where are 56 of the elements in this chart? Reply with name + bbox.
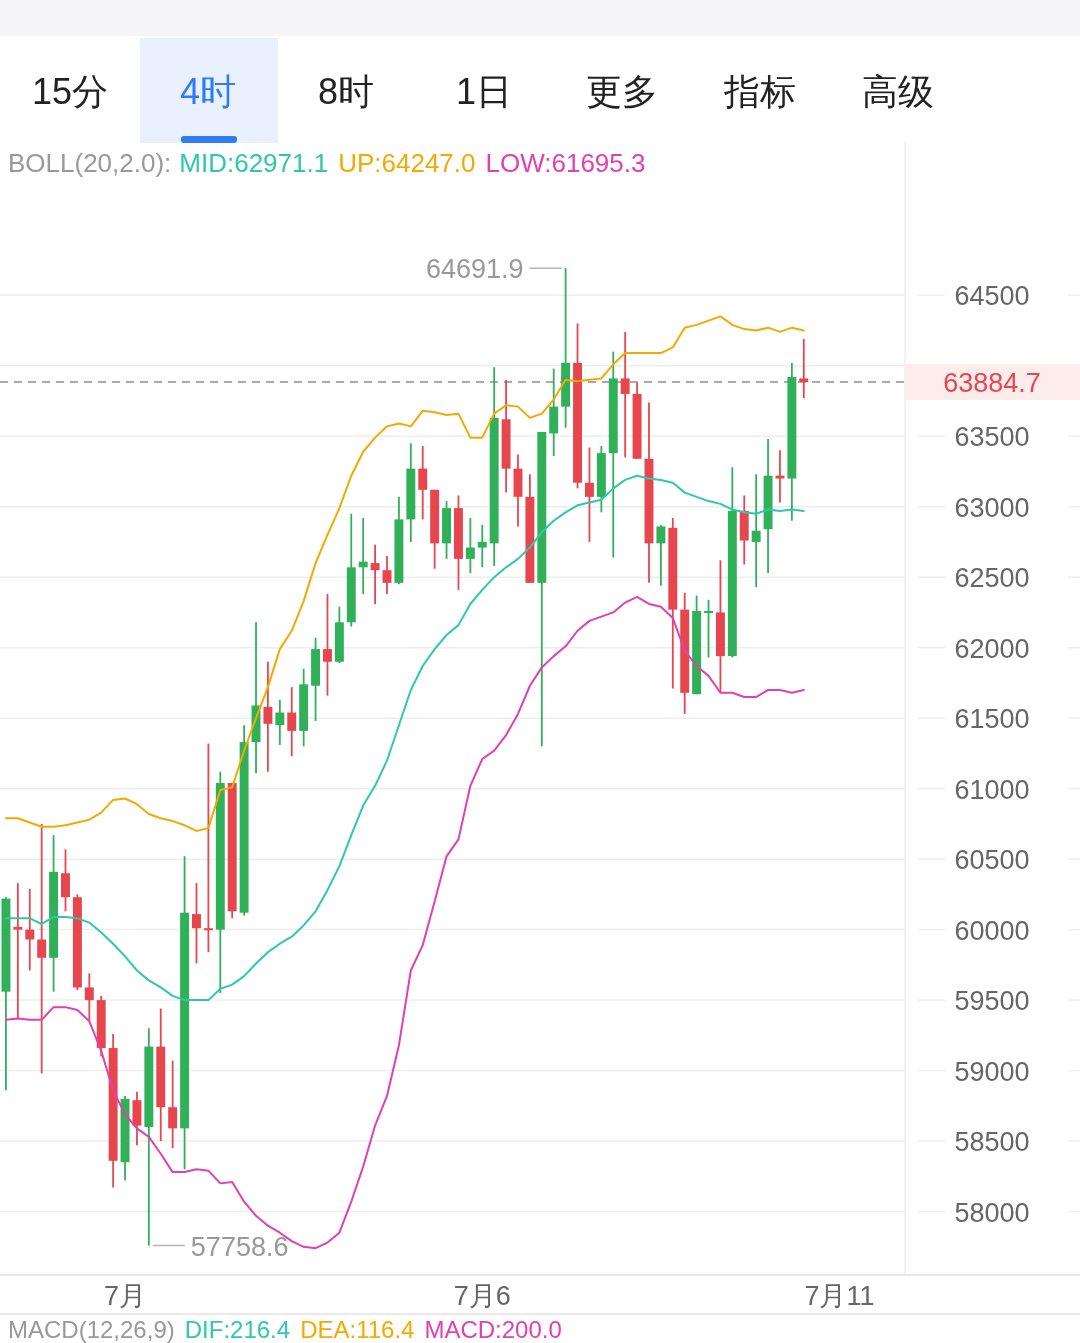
candlestick — [620, 331, 630, 459]
candlestick — [61, 848, 70, 913]
candlestick — [203, 742, 213, 954]
candlestick — [37, 822, 47, 1075]
candlestick — [168, 1059, 178, 1150]
candlestick — [584, 446, 594, 543]
candlestick — [275, 698, 285, 746]
y-tick-label: 61500 — [954, 704, 1030, 735]
y-tick-label: 63000 — [954, 492, 1030, 523]
candlestick — [370, 543, 380, 605]
text: DIF:216.4 — [184, 1316, 291, 1343]
y-tick-label: 62000 — [954, 633, 1030, 664]
candlestick — [25, 887, 35, 972]
y-tick-label: 60500 — [954, 845, 1030, 876]
y-tick-label: 58000 — [954, 1197, 1030, 1228]
y-tick-label: 64500 — [954, 281, 1030, 312]
candlestick — [358, 517, 368, 596]
candlestick — [704, 598, 713, 659]
y-tick-label: 63500 — [954, 422, 1030, 453]
candlestick — [477, 524, 487, 569]
y-tick-label: 58500 — [954, 1127, 1030, 1158]
candlestick — [799, 338, 809, 400]
candlestick — [656, 524, 666, 587]
annotation: 64691.9 — [426, 254, 524, 285]
candlestick — [287, 686, 297, 758]
ref-line-label: 63884.7 — [943, 367, 1041, 398]
y-tick-label: 60000 — [954, 915, 1030, 946]
annotation: 57758.6 — [190, 1231, 289, 1262]
text: 1日 — [455, 71, 513, 112]
candlestick — [418, 445, 428, 521]
y-tick-label: 59000 — [954, 1056, 1030, 1087]
text: DEA:116.4 — [300, 1316, 415, 1343]
text: 8时 — [317, 71, 375, 112]
candlestick — [775, 449, 785, 504]
candlestick — [382, 555, 392, 596]
x-tick-label: 7月 — [104, 1281, 147, 1311]
text: MACD:200.0 — [424, 1316, 562, 1343]
candlestick — [13, 882, 23, 1020]
candlestick — [751, 473, 761, 588]
legend: BOLL(20,2.0): MID:62971.1 UP:64247.0 LOW:61695.3 — [8, 148, 646, 178]
x-tick-label: 7月6 — [453, 1281, 511, 1311]
candlestick — [263, 660, 273, 773]
candlestick — [84, 972, 94, 1023]
y-tick-label: 62500 — [954, 563, 1030, 594]
text: 15分 — [31, 71, 109, 112]
candlestick — [192, 882, 201, 965]
text: 高级 — [862, 71, 934, 112]
text: 更多 — [586, 71, 658, 112]
candlestick — [323, 593, 332, 697]
y-tick-label: 61000 — [954, 774, 1030, 805]
y-tick-label: 59500 — [954, 986, 1030, 1017]
text: 4时 — [179, 71, 237, 112]
candlestick — [465, 517, 475, 574]
text: MACD(12,26,9) — [8, 1316, 175, 1343]
text: 指标 — [723, 71, 796, 112]
x-tick-label: 7月11 — [804, 1281, 875, 1311]
